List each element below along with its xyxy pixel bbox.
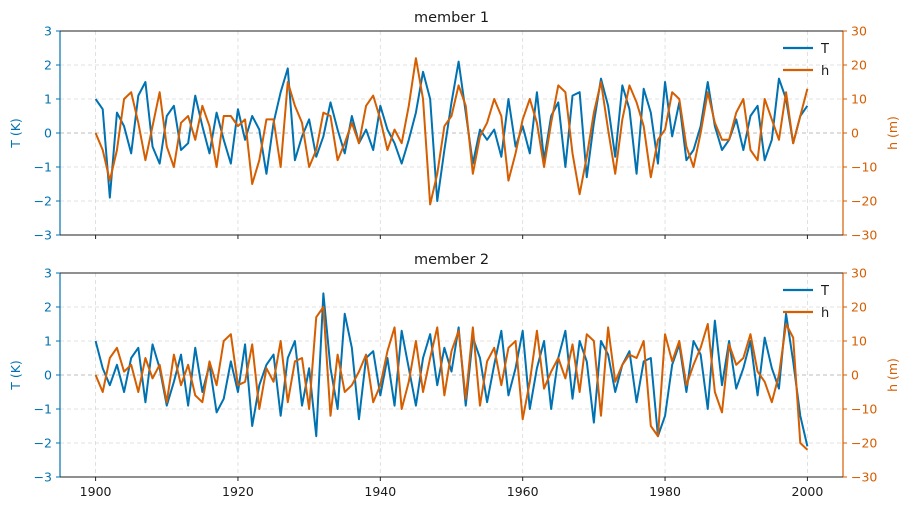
x-tick-label: 1940 xyxy=(364,484,396,499)
series-line-T xyxy=(94,60,809,202)
right-y-axis-label: h (m) xyxy=(885,358,900,392)
left-y-tick-label: 0 xyxy=(44,368,52,383)
right-y-tick-label: 30 xyxy=(851,24,867,39)
chart-title: member 2 xyxy=(414,252,489,268)
left-y-tick-label: −1 xyxy=(34,160,52,175)
x-tick-label: 1920 xyxy=(222,484,254,499)
legend-label-T: T xyxy=(820,284,829,299)
legend: Th xyxy=(783,42,829,79)
chart-title: member 1 xyxy=(414,10,489,26)
legend: Th xyxy=(783,284,829,321)
x-tick-label: 2000 xyxy=(792,484,824,499)
left-y-tick-label: −2 xyxy=(34,194,52,209)
right-y-tick-label: 30 xyxy=(851,266,867,281)
x-tick-label: 1980 xyxy=(649,484,681,499)
left-y-axis-label: T (K) xyxy=(8,118,23,149)
left-y-tick-label: 2 xyxy=(44,58,52,73)
series-line-T xyxy=(94,292,809,447)
right-y-axis-label: h (m) xyxy=(885,116,900,150)
legend-label-T: T xyxy=(820,42,829,57)
chart-panel-2: 1900 1920 1940 1960 1980 2000−3−2−10123−30−20… xyxy=(8,252,900,499)
left-y-tick-label: 1 xyxy=(44,334,52,349)
series-line-h xyxy=(94,57,809,206)
left-y-tick-label: −2 xyxy=(34,436,52,451)
right-y-tick-label: −20 xyxy=(851,436,877,451)
left-y-tick-label: 2 xyxy=(44,300,52,315)
left-y-tick-label: 1 xyxy=(44,92,52,107)
right-y-tick-label: −30 xyxy=(851,228,877,243)
left-y-axis-label: T (K) xyxy=(8,360,23,391)
right-y-tick-label: 20 xyxy=(851,58,867,73)
right-y-tick-label: 20 xyxy=(851,300,867,315)
right-y-tick-label: −30 xyxy=(851,470,877,485)
legend-label-h: h xyxy=(821,64,829,79)
series-line-h xyxy=(94,306,809,451)
right-y-tick-label: −20 xyxy=(851,194,877,209)
right-y-tick-label: 0 xyxy=(851,368,859,383)
left-y-tick-label: −3 xyxy=(34,228,52,243)
left-y-tick-label: 0 xyxy=(44,126,52,141)
legend-label-h: h xyxy=(821,306,829,321)
left-y-tick-label: 3 xyxy=(44,266,52,281)
right-y-tick-label: 10 xyxy=(851,92,867,107)
right-y-tick-label: 0 xyxy=(851,126,859,141)
left-y-tick-label: 3 xyxy=(44,24,52,39)
right-y-tick-label: 10 xyxy=(851,334,867,349)
left-y-tick-label: −1 xyxy=(34,402,52,417)
left-y-tick-label: −3 xyxy=(34,470,52,485)
x-tick-label: 1900 xyxy=(80,484,112,499)
right-y-tick-label: −10 xyxy=(851,160,877,175)
right-y-tick-label: −10 xyxy=(851,402,877,417)
x-tick-label: 1960 xyxy=(507,484,539,499)
